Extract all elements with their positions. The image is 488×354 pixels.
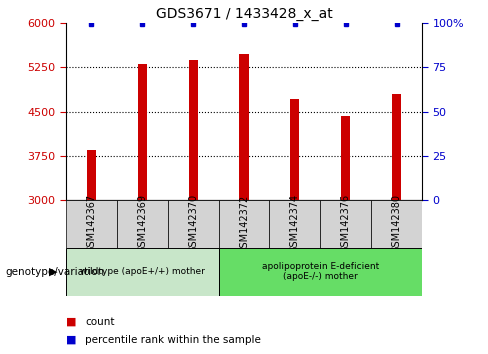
Text: ▶: ▶ xyxy=(49,267,58,277)
Bar xyxy=(87,150,96,200)
Text: GSM142372: GSM142372 xyxy=(239,194,249,253)
Text: GSM142374: GSM142374 xyxy=(290,194,300,253)
Bar xyxy=(392,94,401,200)
Text: GSM142370: GSM142370 xyxy=(188,194,198,253)
Text: GSM142369: GSM142369 xyxy=(137,194,147,253)
Text: ■: ■ xyxy=(66,335,77,345)
Text: genotype/variation: genotype/variation xyxy=(5,267,104,277)
Bar xyxy=(138,64,147,200)
Bar xyxy=(219,200,269,248)
Text: apolipoprotein E-deficient
(apoE-/-) mother: apolipoprotein E-deficient (apoE-/-) mot… xyxy=(262,262,379,281)
Bar xyxy=(341,116,350,200)
Text: GSM142380: GSM142380 xyxy=(392,194,402,253)
Text: GSM142367: GSM142367 xyxy=(86,194,96,253)
Title: GDS3671 / 1433428_x_at: GDS3671 / 1433428_x_at xyxy=(156,7,332,21)
Text: count: count xyxy=(85,317,115,327)
Bar xyxy=(320,200,371,248)
Text: percentile rank within the sample: percentile rank within the sample xyxy=(85,335,261,345)
Bar xyxy=(117,200,168,248)
Bar xyxy=(290,98,300,200)
Bar xyxy=(66,248,219,296)
Text: GSM142376: GSM142376 xyxy=(341,194,351,253)
Bar xyxy=(371,200,422,248)
Bar xyxy=(188,59,198,200)
Bar xyxy=(269,200,320,248)
Bar xyxy=(168,200,219,248)
Text: wildtype (apoE+/+) mother: wildtype (apoE+/+) mother xyxy=(80,267,204,276)
Bar xyxy=(240,54,248,200)
Bar xyxy=(219,248,422,296)
Text: ■: ■ xyxy=(66,317,77,327)
Bar xyxy=(66,200,117,248)
